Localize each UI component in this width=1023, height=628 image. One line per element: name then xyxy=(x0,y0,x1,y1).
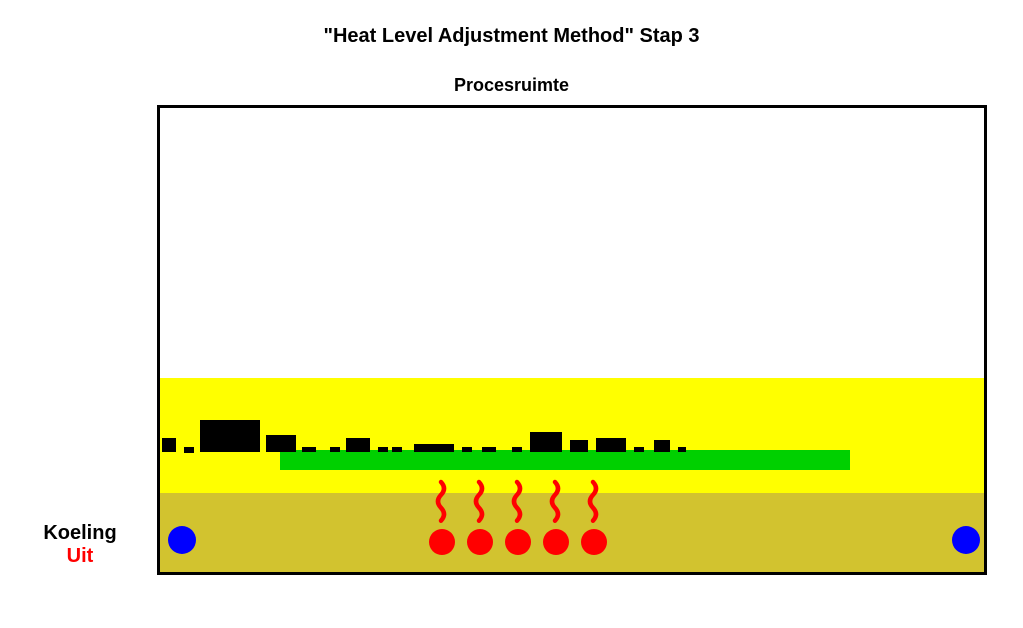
pcb-component xyxy=(482,447,496,452)
cooling-label-line1: Koeling xyxy=(10,522,150,545)
pcb-board xyxy=(280,450,850,470)
pcb-component xyxy=(200,420,260,452)
pcb-component xyxy=(678,447,686,452)
heater-element xyxy=(467,529,493,555)
heater-element xyxy=(505,529,531,555)
pcb-component xyxy=(378,447,388,452)
cooling-element xyxy=(952,526,980,554)
heater-element xyxy=(581,529,607,555)
cooling-element xyxy=(168,526,196,554)
pcb-component xyxy=(512,447,522,452)
pcb-component xyxy=(654,440,670,452)
pcb-component xyxy=(184,447,194,453)
pcb-component xyxy=(414,444,454,452)
pcb-component xyxy=(634,447,644,452)
page-title: "Heat Level Adjustment Method" Stap 3 xyxy=(0,25,1023,48)
pcb-component xyxy=(162,438,176,452)
pcb-component xyxy=(462,447,472,452)
pcb-component xyxy=(302,447,316,452)
cooling-status-label: Koeling Uit xyxy=(10,522,150,568)
pcb-component xyxy=(266,435,296,452)
heater-bed-zone xyxy=(160,493,984,572)
process-chamber xyxy=(157,105,987,575)
page-subtitle: Procesruimte xyxy=(0,75,1023,96)
pcb-component xyxy=(392,447,402,452)
pcb-component xyxy=(530,432,562,452)
pcb-component xyxy=(596,438,626,452)
heater-element xyxy=(429,529,455,555)
pcb-component xyxy=(570,440,588,452)
cooling-label-line2: Uit xyxy=(10,545,150,568)
heater-element xyxy=(543,529,569,555)
pcb-component xyxy=(346,438,370,452)
pcb-component xyxy=(330,447,340,452)
